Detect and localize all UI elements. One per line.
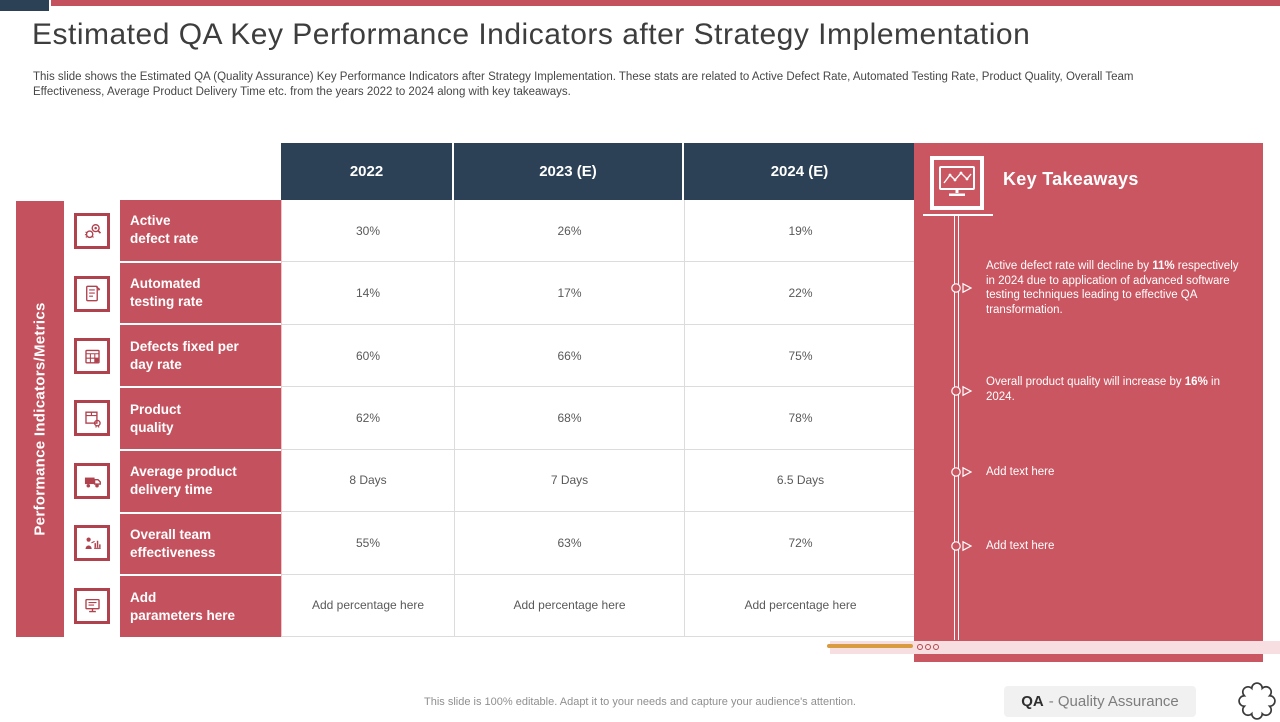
top-accent-navy [0, 0, 49, 11]
metric-icon-slot [64, 262, 120, 324]
metric-label-column: Active defect rate Automated testing rate… [120, 200, 281, 638]
bottom-orange-line [827, 644, 913, 648]
takeaway-highlight: 11% [1152, 260, 1175, 272]
table-cell: 55% [282, 512, 455, 575]
takeaway-text: Overall product quality will increase by [986, 376, 1185, 388]
table-cell: 19% [685, 200, 916, 263]
table-cell: 75% [685, 324, 916, 388]
row-label: Overall team effectiveness [120, 513, 281, 575]
monitor-icon [74, 587, 110, 624]
kpi-values-grid: 30% 26% 19% 14% 17% 22% 60% 66% 75% 62% 68% 78% 8 Da… [281, 200, 916, 637]
truck-icon [74, 462, 110, 499]
table-cell[interactable]: Add percentage here [685, 574, 916, 637]
row-label: Average product delivery time [120, 450, 281, 512]
package-badge-icon [74, 400, 110, 437]
year-column-header: 2023 (E) [454, 143, 684, 200]
table-cell: 22% [685, 262, 916, 325]
table-cell: 14% [282, 262, 455, 325]
top-accent-red [51, 0, 1280, 6]
metrics-axis-label-text: Performance Indicators/Metrics [31, 302, 49, 536]
table-cell: 8 Days [282, 449, 455, 513]
row-label: Defects fixed per day rate [120, 325, 281, 387]
qa-abbreviation-badge: QA - Quality Assurance [1004, 686, 1196, 717]
takeaway-highlight: 16% [1184, 376, 1208, 388]
metric-icon-column [64, 200, 120, 637]
timeline-marker-icon [947, 465, 975, 484]
metric-icon-slot [64, 512, 120, 574]
timeline-marker-icon [947, 384, 975, 403]
panel-bottom-band [914, 654, 1263, 662]
metrics-axis-label: Performance Indicators/Metrics [16, 201, 64, 637]
table-cell[interactable]: Add percentage here [282, 574, 455, 637]
table-cell: 30% [282, 200, 455, 263]
year-column-header: 2024 (E) [684, 143, 915, 200]
metric-icon-slot [64, 575, 120, 637]
takeaway-text: Add text here [986, 466, 1055, 478]
metric-icon-slot [64, 387, 120, 449]
table-cell: 7 Days [455, 449, 685, 513]
timeline-line [958, 214, 959, 640]
editable-note: This slide is 100% editable. Adapt it to… [424, 696, 856, 708]
page-subtitle: This slide shows the Estimated QA (Quali… [33, 71, 1134, 98]
row-label: Product quality [120, 388, 281, 449]
takeaways-title: Key Takeaways [1003, 169, 1139, 189]
team-chart-icon [74, 525, 110, 562]
metric-icon-slot [64, 200, 120, 262]
table-cell: 63% [455, 512, 685, 575]
table-cell: 66% [455, 324, 685, 388]
table-cell: 78% [685, 387, 916, 450]
page-title: Estimated QA Key Performance Indicators … [32, 18, 1031, 51]
checklist-icon [74, 275, 110, 312]
table-cell: 26% [455, 200, 685, 263]
qa-abbr: QA [1021, 693, 1044, 710]
table-cell: 17% [455, 262, 685, 325]
row-label: Automated testing rate [120, 262, 281, 324]
table-year-header: 2022 2023 (E) 2024 (E) [281, 143, 915, 200]
metric-icon-slot [64, 325, 120, 387]
takeaway-text: in 2024. [986, 376, 1220, 403]
calendar-bug-icon [74, 338, 110, 375]
takeaway-item[interactable]: Add text here [986, 465, 1250, 480]
timeline-marker-icon [947, 539, 975, 558]
bottom-pink-strip [830, 641, 1280, 654]
takeaway-text: Add text here [986, 540, 1055, 552]
metric-icon-slot [64, 450, 120, 512]
table-cell[interactable]: Add percentage here [455, 574, 685, 637]
table-cell: 68% [455, 387, 685, 450]
table-cell: 6.5 Days [685, 449, 916, 513]
monitor-chart-icon [930, 156, 984, 210]
row-label: Active defect rate [120, 200, 281, 261]
bug-search-icon [74, 213, 110, 250]
year-column-header: 2022 [281, 143, 454, 200]
takeaway-text: respectively in 2024 due to application … [986, 260, 1239, 316]
qa-abbr-full: - Quality Assurance [1048, 693, 1179, 710]
bottom-dots [917, 644, 939, 650]
takeaway-item: Overall product quality will increase by… [986, 375, 1250, 404]
takeaway-item: Active defect rate will decline by 11% r… [986, 259, 1250, 317]
timeline-marker-icon [947, 281, 975, 300]
table-cell: 72% [685, 512, 916, 575]
table-cell: 62% [282, 387, 455, 450]
timeline-line [954, 214, 955, 640]
takeaway-item[interactable]: Add text here [986, 539, 1250, 554]
table-cell: 60% [282, 324, 455, 388]
takeaway-text: Active defect rate will decline by [986, 260, 1153, 272]
key-takeaways-panel: Key Takeaways Active defect rate will de… [914, 143, 1263, 662]
row-label[interactable]: Add parameters here [120, 576, 281, 638]
gear-icon [1238, 682, 1276, 720]
